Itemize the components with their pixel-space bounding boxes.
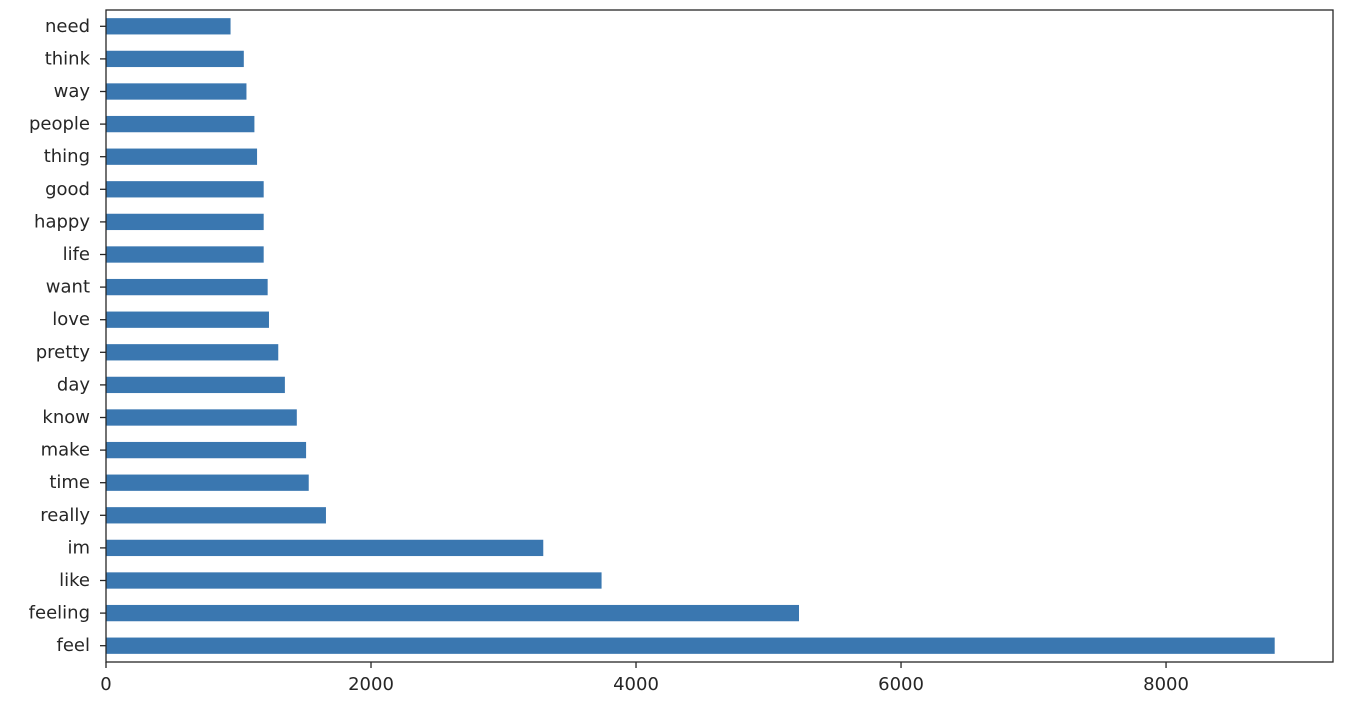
y-tick-label: think xyxy=(45,48,91,69)
y-tick-label: want xyxy=(46,277,90,298)
y-tick-labels: feel feeling like im really time make know day pr… xyxy=(29,16,106,656)
y-tick-label: people xyxy=(29,114,90,135)
bar-feel xyxy=(106,637,1275,654)
bar-time xyxy=(106,474,309,491)
bar-life xyxy=(106,246,264,263)
bar-make xyxy=(106,441,307,459)
x-tick-label: 8000 xyxy=(1143,674,1189,695)
y-tick-label: really xyxy=(40,505,90,526)
bar-thing xyxy=(106,148,258,165)
y-tick-label: know xyxy=(42,407,90,428)
bar-like xyxy=(106,572,602,589)
bar-good xyxy=(106,181,264,198)
x-ticks: 0 2000 4000 6000 8000 xyxy=(100,662,1189,695)
y-tick-label: happy xyxy=(34,211,90,232)
bar-really xyxy=(106,507,326,524)
y-tick-label: im xyxy=(67,537,90,558)
bar-day xyxy=(106,376,285,394)
y-tick-label: feeling xyxy=(29,603,90,624)
y-tick-label: good xyxy=(45,179,90,200)
y-tick-label: way xyxy=(54,81,91,102)
bar-people xyxy=(106,115,255,133)
bar-pretty xyxy=(106,344,279,361)
bars-group xyxy=(106,18,1275,654)
y-tick-label: like xyxy=(59,570,90,591)
x-tick-label: 4000 xyxy=(613,674,659,695)
bar-feeling xyxy=(106,604,800,622)
bar-im xyxy=(106,539,544,557)
bar-happy xyxy=(106,213,264,231)
bar-think xyxy=(106,50,244,68)
y-tick-label: pretty xyxy=(36,342,91,363)
bar-want xyxy=(106,278,268,296)
x-tick-label: 2000 xyxy=(348,674,394,695)
bar-need xyxy=(106,18,231,35)
plot-frame xyxy=(105,9,1334,663)
bar-love xyxy=(106,311,269,328)
x-tick-label: 6000 xyxy=(878,674,924,695)
y-tick-label: day xyxy=(57,374,90,395)
y-tick-label: time xyxy=(49,472,90,493)
bar-way xyxy=(106,83,247,100)
y-tick-label: need xyxy=(45,16,90,37)
y-tick-label: love xyxy=(52,309,90,330)
bar-know xyxy=(106,409,297,426)
y-tick-label: make xyxy=(41,440,90,461)
y-tick-label: life xyxy=(63,244,90,265)
y-tick-label: thing xyxy=(44,146,90,167)
y-tick-label: feel xyxy=(57,635,91,656)
x-tick-label: 0 xyxy=(100,674,111,695)
